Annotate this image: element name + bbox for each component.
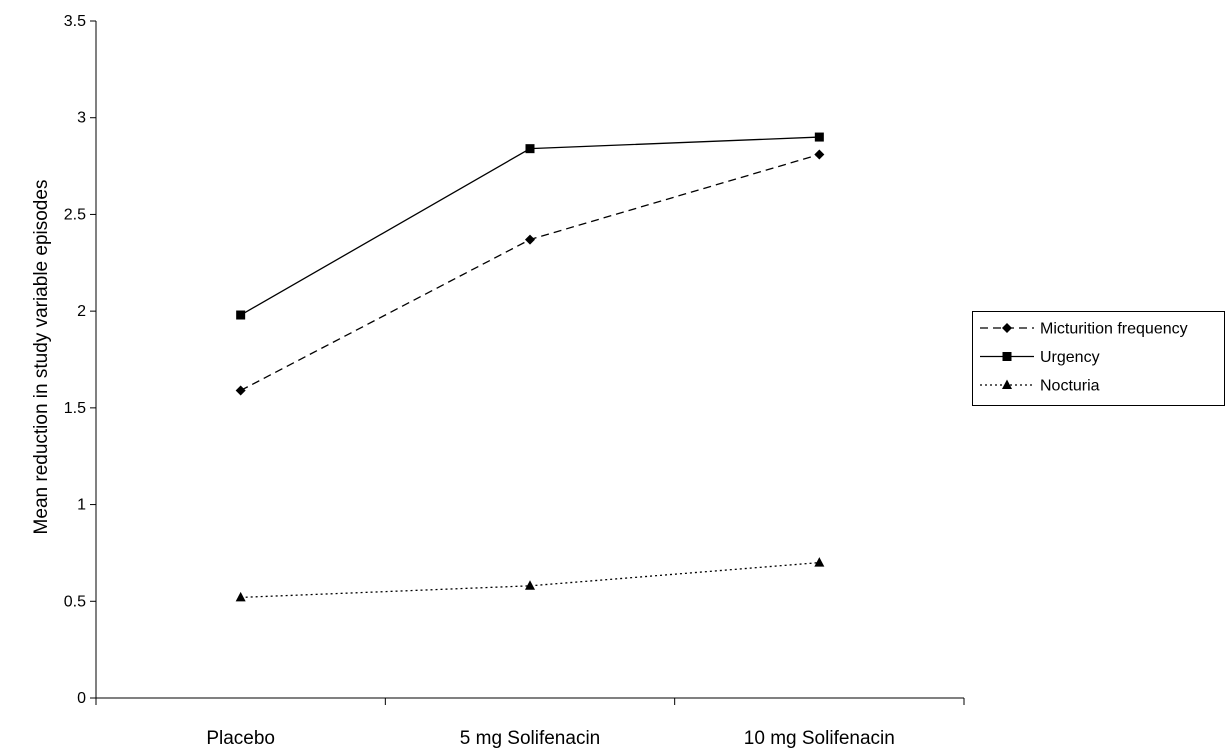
legend-label: Nocturia <box>1040 378 1100 395</box>
data-point <box>236 310 246 320</box>
y-tick-label: 2.5 <box>64 206 86 223</box>
data-point <box>814 557 825 567</box>
legend-item: Micturition frequency <box>980 321 1188 338</box>
legend-item: Urgency <box>980 349 1100 366</box>
y-tick-label: 3 <box>77 110 86 127</box>
y-tick-label: 1 <box>77 497 86 514</box>
y-axis: 0 0.5 1 1.5 2 2.5 3 3.5 <box>64 13 97 707</box>
series-0 <box>235 149 825 396</box>
legend-label: Urgency <box>1040 349 1100 366</box>
y-tick-label: 3.5 <box>64 13 86 30</box>
data-point <box>525 580 535 590</box>
legend: Micturition frequency Urgency Nocturia <box>972 311 1225 406</box>
series-line <box>240 153 820 392</box>
legend-label: Micturition frequency <box>1040 321 1188 338</box>
data-point <box>525 144 535 154</box>
y-axis-title: Mean reduction in study variable episode… <box>31 180 52 535</box>
data-point <box>525 234 535 245</box>
series-line <box>240 561 820 599</box>
x-category-label: Placebo <box>206 728 275 749</box>
y-tick-label: 1.5 <box>64 400 86 417</box>
series-1 <box>236 132 824 320</box>
series-line <box>240 136 820 316</box>
legend-item: Nocturia <box>980 378 1100 395</box>
data-point <box>235 385 246 396</box>
series-2 <box>235 557 825 602</box>
legend-marker <box>1002 323 1012 333</box>
x-axis: Placebo 5 mg Solifenacin 10 mg Solifenacin <box>95 697 965 749</box>
y-tick-label: 2 <box>77 303 86 320</box>
y-tick-label: 0 <box>77 690 86 707</box>
x-category-label: 10 mg Solifenacin <box>744 728 895 749</box>
y-tick-label: 0.5 <box>64 593 86 610</box>
x-category-label: 5 mg Solifenacin <box>460 728 600 749</box>
series-lines <box>235 132 825 602</box>
legend-marker <box>1002 352 1012 361</box>
data-point <box>235 591 246 602</box>
data-point <box>814 149 825 160</box>
data-point <box>814 132 824 142</box>
legend-marker <box>1002 379 1012 389</box>
